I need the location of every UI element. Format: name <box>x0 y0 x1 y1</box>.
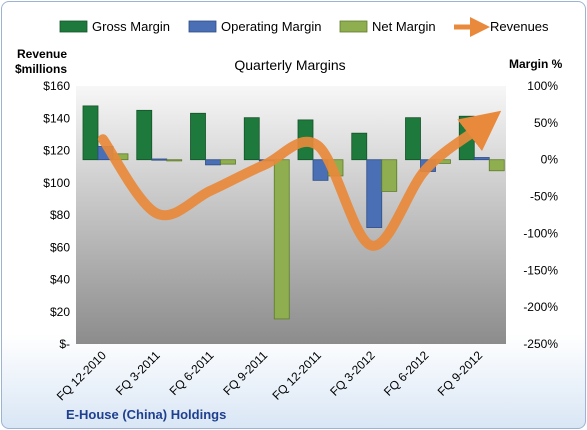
left-tick-label: $- <box>59 337 70 351</box>
bar-net-margin <box>381 159 398 192</box>
bar-net-margin <box>220 159 236 165</box>
chart-title: Quarterly Margins <box>234 57 345 73</box>
left-tick-label: $100 <box>43 176 70 190</box>
left-tick-label: $140 <box>43 111 70 125</box>
bar-net-margin <box>273 159 290 320</box>
x-tick-label: FQ 12-2011 <box>269 348 324 403</box>
bar-gross-margin <box>190 112 206 161</box>
left-axis: $- $20 $40 $60 $80 $100 $120 $140 $160 <box>43 79 70 351</box>
x-axis: FQ 12-2010 FQ 3-2011 FQ 6-2011 FQ 9-2011 FQ … <box>54 348 486 403</box>
x-tick-label: FQ 9-2011 <box>220 348 270 398</box>
legend-swatch-operating-margin <box>188 20 217 33</box>
left-tick-label: $160 <box>43 79 70 93</box>
bar-gross-margin <box>243 117 260 161</box>
bars <box>82 105 505 320</box>
legend-label-gross-margin: Gross Margin <box>92 19 170 34</box>
left-tick-label: $20 <box>50 305 70 319</box>
x-tick-label: FQ 6-2012 <box>381 348 432 399</box>
bar-gross-margin <box>405 117 421 161</box>
right-tick-label: 100% <box>527 79 558 93</box>
legend-label-operating-margin: Operating Margin <box>221 19 321 34</box>
x-tick-label: FQ 3-2011 <box>113 348 163 398</box>
bar-operating-margin <box>366 159 383 228</box>
left-axis-title-line2: $millions <box>15 62 67 76</box>
right-tick-label: -50% <box>530 190 558 204</box>
left-tick-label: $60 <box>50 240 70 254</box>
right-axis: -250% -200% -150% -100% -50% 0% 50% 100% <box>523 79 558 351</box>
bar-gross-margin <box>82 105 99 161</box>
left-tick-label: $120 <box>43 144 70 158</box>
right-axis-title: Margin % <box>509 57 563 71</box>
right-tick-label: -100% <box>523 226 558 240</box>
bar-gross-margin <box>136 109 153 161</box>
x-tick-label: FQ 9-2012 <box>435 348 486 399</box>
left-tick-label: $80 <box>50 208 70 222</box>
chart-footer: E-House (China) Holdings <box>66 407 226 422</box>
legend: Gross Margin Operating Margin Net Margin… <box>59 17 549 37</box>
bar-net-margin <box>166 159 183 162</box>
bar-operating-margin <box>151 158 168 161</box>
legend-label-net-margin: Net Margin <box>372 19 436 34</box>
left-tick-label: $40 <box>50 273 70 287</box>
x-tick-label: FQ 6-2011 <box>167 348 217 398</box>
right-tick-label: -200% <box>523 300 558 314</box>
revenues-line <box>97 110 502 251</box>
bar-operating-margin <box>205 159 221 166</box>
bar-gross-margin <box>351 132 368 161</box>
left-axis-title-line1: Revenue <box>17 47 67 61</box>
bar-operating-margin <box>473 157 490 161</box>
right-tick-label: 0% <box>541 153 559 167</box>
x-tick-label: FQ 3-2012 <box>327 348 378 399</box>
right-tick-label: -250% <box>523 337 558 351</box>
bar-net-margin <box>488 159 505 172</box>
revenue-line-layer <box>97 110 502 251</box>
right-tick-label: 50% <box>534 116 558 130</box>
legend-swatch-net-margin <box>339 20 368 33</box>
legend-label-revenues: Revenues <box>490 19 549 34</box>
x-tick-label: FQ 12-2010 <box>54 348 109 403</box>
legend-swatch-gross-margin <box>59 20 88 33</box>
right-tick-label: -150% <box>523 263 558 277</box>
